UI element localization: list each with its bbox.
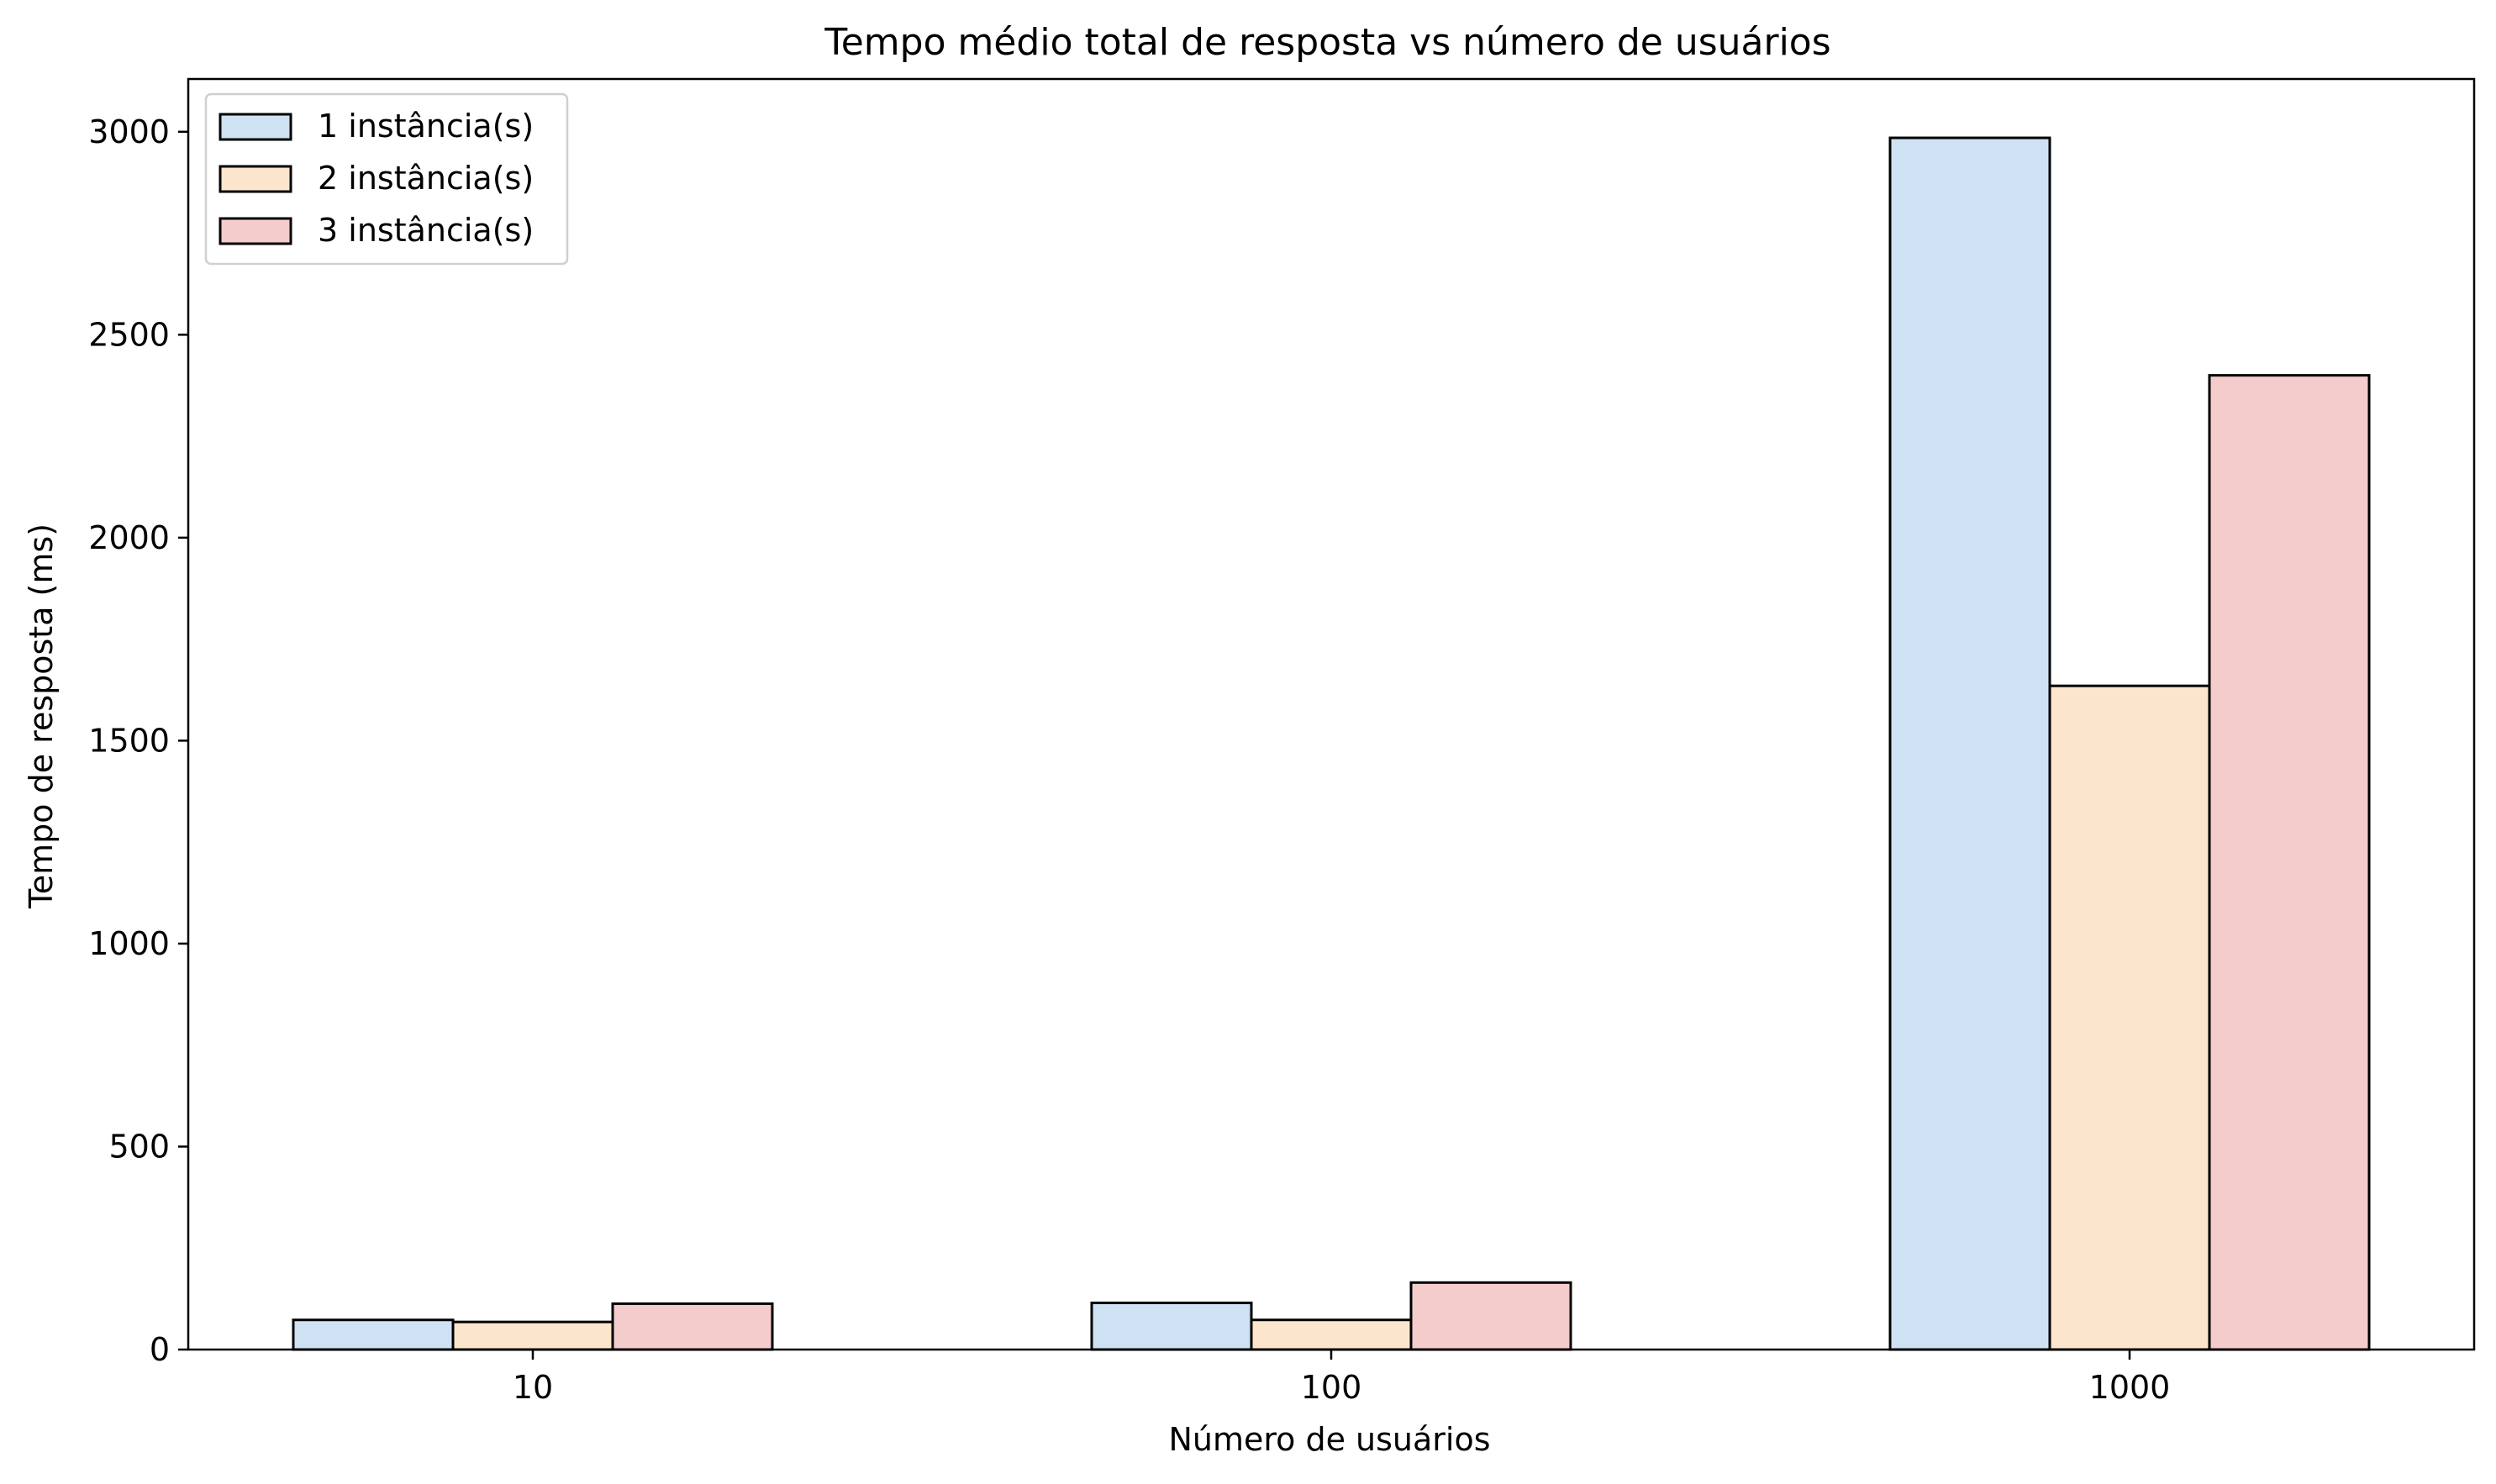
bar-series3-1000	[2208, 374, 2371, 1351]
bar-series1-10	[292, 1318, 455, 1351]
legend-label-2: 2 instância(s)	[318, 160, 534, 197]
axes-layer: 0 500 1000 1500 2000 2500 3000 10 100 1000	[88, 77, 2476, 1406]
y-tick-label-1000: 1000	[88, 925, 170, 962]
x-tick-label-100: 100	[1301, 1369, 1362, 1406]
bar-series2-10	[451, 1320, 614, 1351]
y-tick-label-0: 0	[150, 1331, 170, 1368]
legend-label-1: 1 instância(s)	[318, 108, 534, 145]
y-tick-label-2000: 2000	[88, 519, 170, 556]
y-axis-label: Tempo de resposta (ms)	[23, 524, 60, 909]
legend-box	[204, 92, 569, 266]
y-tick-label-3000: 3000	[88, 113, 170, 150]
x-axis-label: Número de usuários	[1168, 1421, 1490, 1458]
bars-layer	[292, 136, 2371, 1351]
y-tick-label-1500: 1500	[88, 722, 170, 759]
x-tick-label-1000: 1000	[2089, 1369, 2171, 1406]
y-tick-label-500: 500	[108, 1128, 170, 1165]
legend-swatch-2	[219, 165, 292, 193]
bar-series3-100	[1409, 1281, 1572, 1351]
chart-title: Tempo médio total de resposta vs número …	[824, 21, 1830, 64]
bar-series2-100	[1250, 1318, 1413, 1351]
legend-swatch-1	[219, 113, 292, 141]
y-tick-label-2500: 2500	[88, 316, 170, 353]
bar-series1-1000	[1888, 136, 2051, 1351]
x-tick-label-10: 10	[513, 1369, 553, 1406]
bar-series3-10	[611, 1302, 774, 1351]
legend: 1 instância(s) 2 instância(s) 3 instância(…	[204, 92, 569, 266]
legend-swatch-3	[219, 217, 292, 245]
bar-series2-1000	[2048, 684, 2211, 1351]
bar-series1-100	[1090, 1301, 1253, 1351]
legend-label-3: 3 instância(s)	[318, 212, 534, 249]
